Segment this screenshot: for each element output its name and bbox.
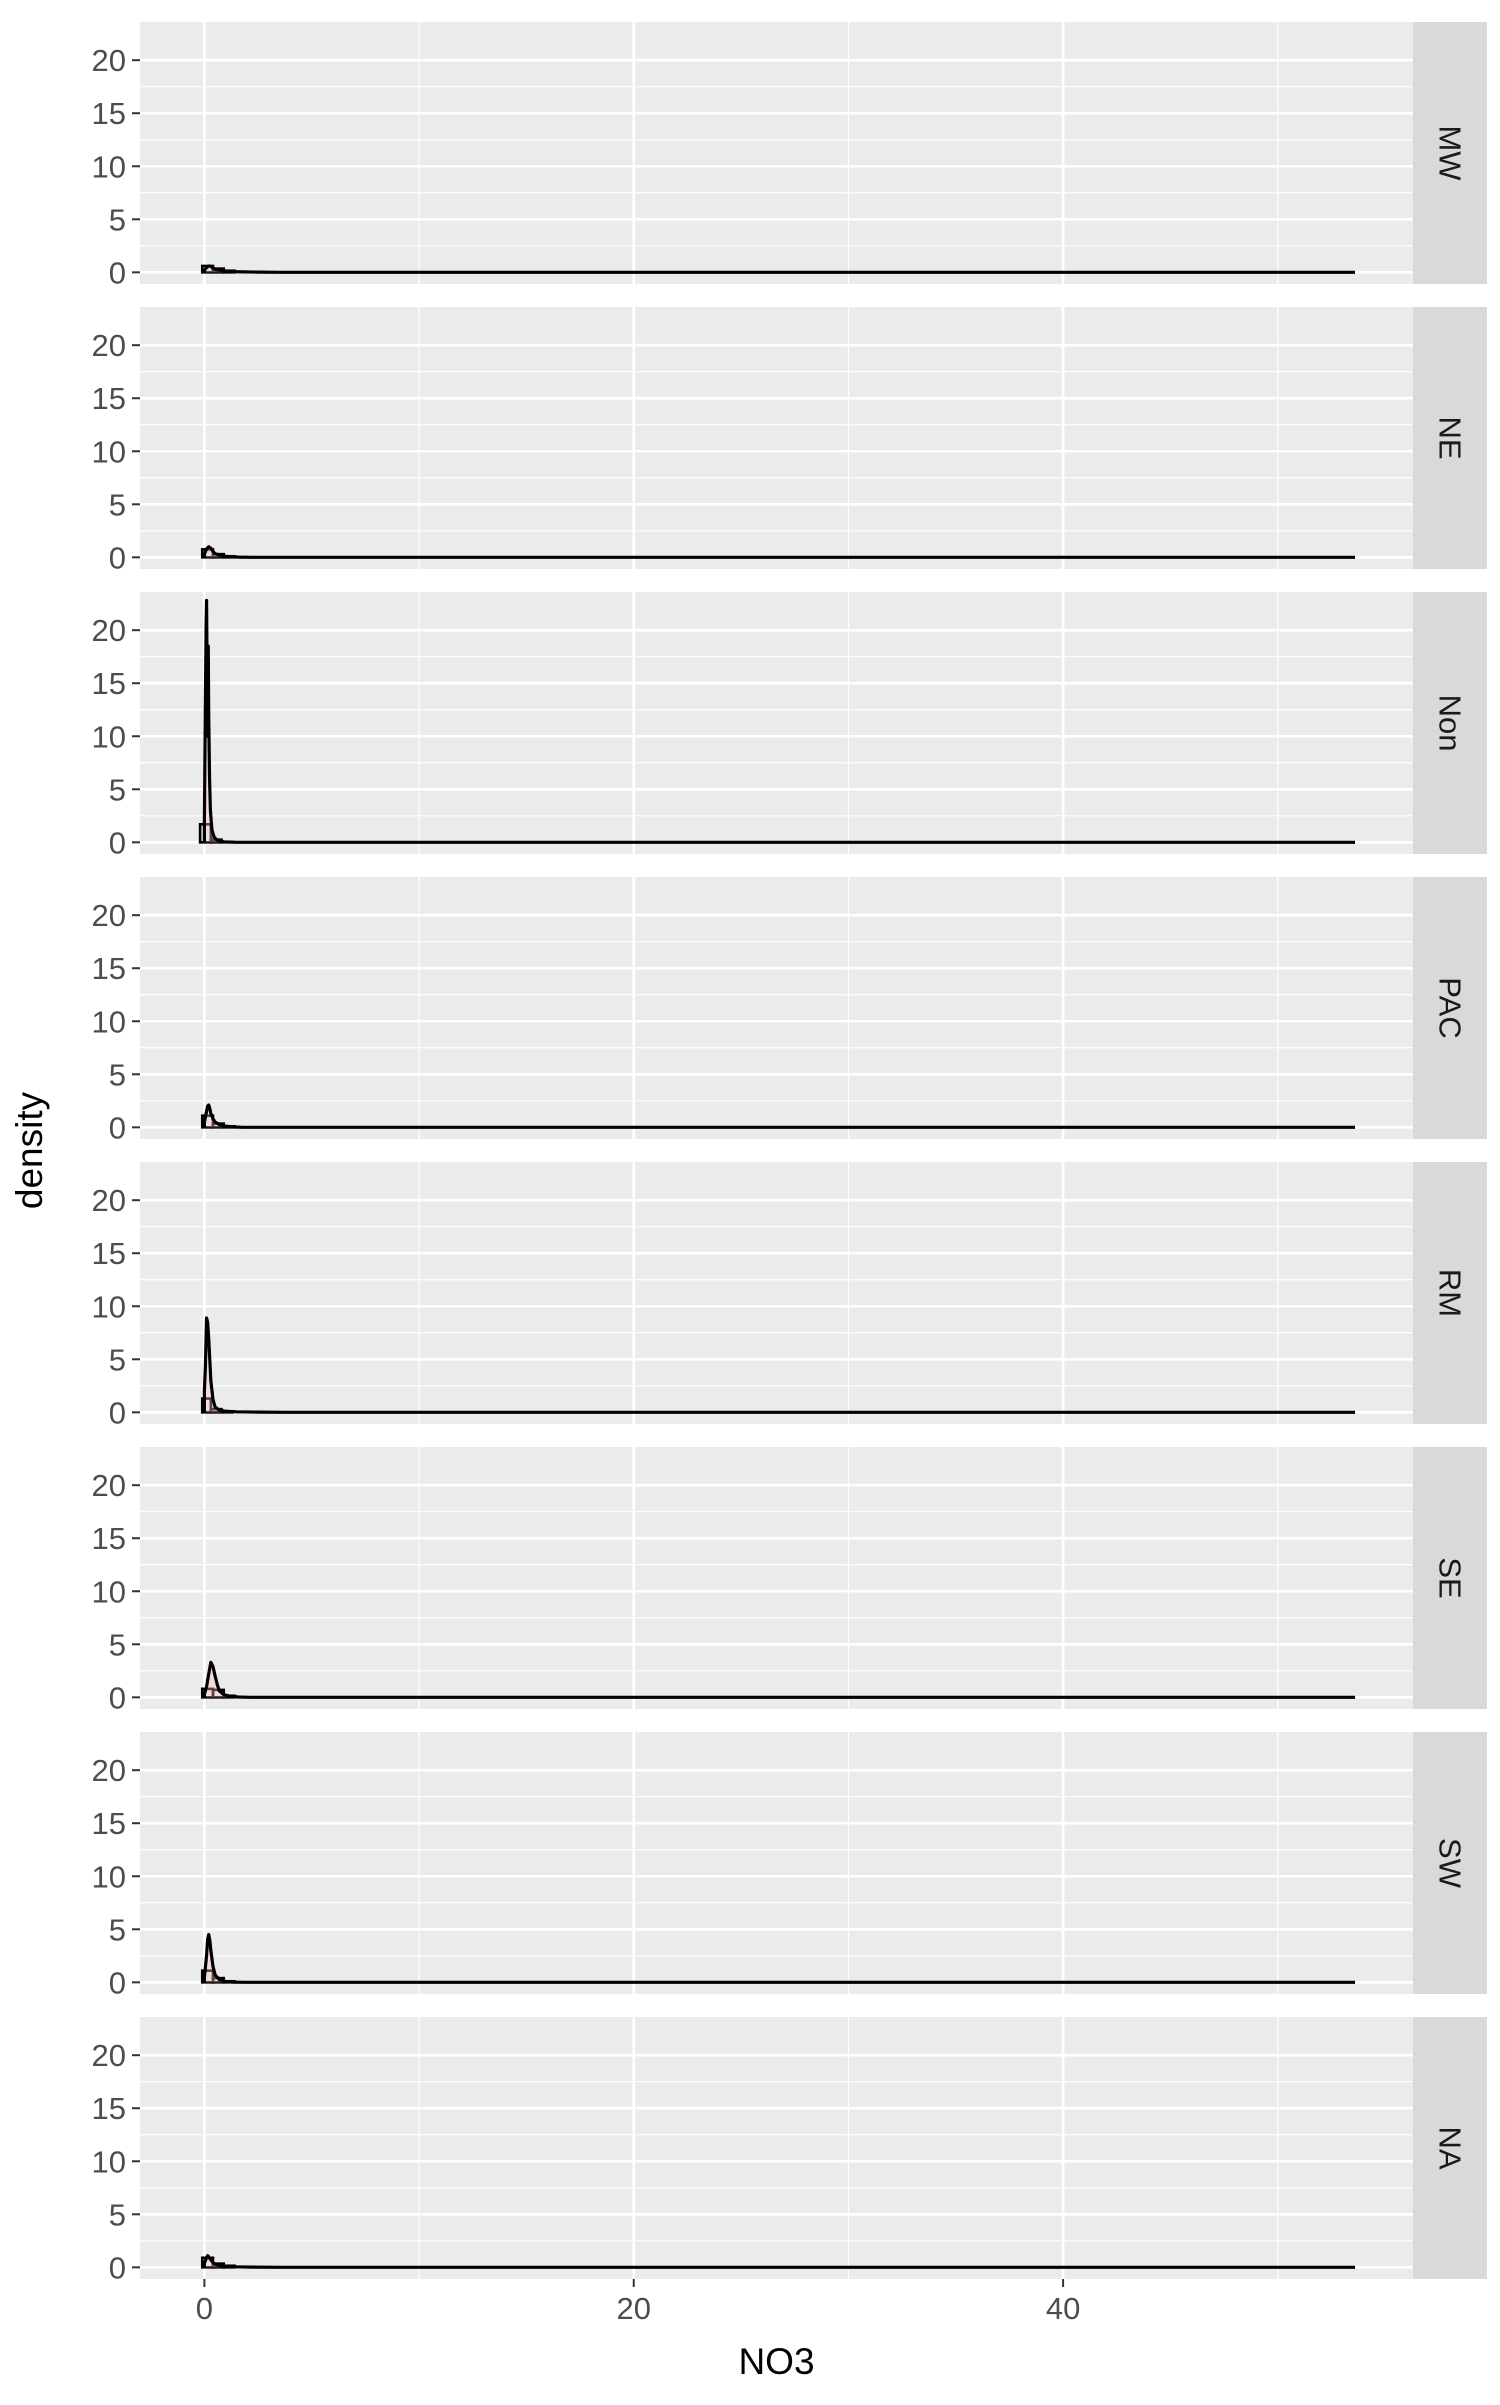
y-tick-label: 20 xyxy=(92,328,126,363)
histogram-bar xyxy=(200,1969,215,1984)
facet-strip-background xyxy=(1413,22,1487,284)
y-tick-label: 5 xyxy=(109,2197,126,2232)
y-tick-label: 20 xyxy=(92,1468,126,1503)
y-tick-label: 10 xyxy=(92,1859,126,1894)
y-tick-label: 5 xyxy=(109,1627,126,1662)
y-tick-label: 20 xyxy=(92,1753,126,1788)
density-line xyxy=(202,1103,1356,1129)
y-tick-label: 15 xyxy=(92,666,126,701)
y-tick-label: 0 xyxy=(109,825,126,860)
y-tick-label: 10 xyxy=(92,719,126,754)
y-tick-label: 5 xyxy=(109,1342,126,1377)
y-tick-label: 15 xyxy=(92,96,126,131)
y-tick-label: 0 xyxy=(109,540,126,575)
facet-panel-se: 0 5 10 15 20 SE xyxy=(92,1447,1487,1715)
y-tick-label: 10 xyxy=(92,2144,126,2179)
density-fill xyxy=(204,600,237,843)
facet-strip-label: SW xyxy=(1433,1838,1468,1889)
y-axis-title: density xyxy=(9,1091,50,1209)
facet-strip-label: PAC xyxy=(1433,977,1468,1038)
panel-background xyxy=(140,1162,1413,1424)
facet-panel-sw: 0 5 10 15 20 SW xyxy=(92,1732,1487,2000)
density-line xyxy=(202,1660,1356,1699)
facet-strip-background xyxy=(1413,1447,1487,1709)
facet-panel-ne: 0 5 10 15 20 NE xyxy=(92,307,1487,575)
facet-strip-label: Non xyxy=(1433,695,1468,752)
facet-strip-background xyxy=(1413,307,1487,569)
x-tick-label: 0 xyxy=(196,2291,213,2326)
y-tick-label: 20 xyxy=(92,1183,126,1218)
y-tick-label: 5 xyxy=(109,1912,126,1947)
x-axis: 0 20 40 xyxy=(196,2279,1080,2326)
y-tick-label: 10 xyxy=(92,1574,126,1609)
y-tick-label: 15 xyxy=(92,2091,126,2126)
y-tick-label: 5 xyxy=(109,772,126,807)
y-tick-label: 15 xyxy=(92,381,126,416)
y-tick-label: 15 xyxy=(92,1236,126,1271)
y-tick-label: 20 xyxy=(92,2038,126,2073)
facet-panel-rm: 0 5 10 15 20 RM xyxy=(92,1162,1487,1430)
y-tick-label: 10 xyxy=(92,1289,126,1324)
y-tick-label: 5 xyxy=(109,202,126,237)
density-line xyxy=(202,545,1356,559)
density-line xyxy=(202,2254,1356,2269)
panel-background xyxy=(140,307,1413,569)
facet-panel-mw: 0 5 10 15 20 MW xyxy=(92,22,1487,290)
y-tick-label: 0 xyxy=(109,2250,126,2285)
density-line xyxy=(202,598,1356,844)
y-tick-label: 20 xyxy=(92,613,126,648)
x-tick-label: 20 xyxy=(617,2291,651,2326)
y-tick-label: 10 xyxy=(92,149,126,184)
panel-background xyxy=(140,877,1413,1139)
facet-strip-label: NE xyxy=(1433,416,1468,459)
y-tick-label: 20 xyxy=(92,898,126,933)
density-line xyxy=(202,1316,1356,1414)
facet-strip-background xyxy=(1413,877,1487,1139)
facet-strip-background xyxy=(1413,1732,1487,1994)
facet-panel-pac: 0 5 10 15 20 PAC xyxy=(92,877,1487,1145)
density-fill xyxy=(204,2255,280,2268)
density-line xyxy=(202,264,1356,274)
y-tick-label: 20 xyxy=(92,43,126,78)
y-tick-label: 5 xyxy=(109,1057,126,1092)
facet-strip-background xyxy=(1413,592,1487,854)
panel-background xyxy=(140,592,1413,854)
y-tick-label: 15 xyxy=(92,1521,126,1556)
facet-panel-na: 0 5 10 15 20 NA xyxy=(92,2017,1487,2285)
y-tick-label: 15 xyxy=(92,951,126,986)
x-tick-label: 40 xyxy=(1046,2291,1080,2326)
panel-background xyxy=(140,2017,1413,2279)
y-tick-label: 5 xyxy=(109,487,126,522)
facet-panel-non: 0 5 10 15 20 Non xyxy=(92,592,1487,860)
facet-strip-background xyxy=(1413,2017,1487,2279)
y-tick-label: 0 xyxy=(109,255,126,290)
y-tick-label: 0 xyxy=(109,1395,126,1430)
x-axis-title: NO3 xyxy=(738,2341,814,2382)
y-tick-label: 0 xyxy=(109,1110,126,1145)
density-line xyxy=(202,1933,1356,1984)
y-tick-label: 10 xyxy=(92,434,126,469)
facet-strip-background xyxy=(1413,1162,1487,1424)
panel-background xyxy=(140,1447,1413,1709)
panel-background xyxy=(140,22,1413,284)
y-tick-label: 15 xyxy=(92,1806,126,1841)
histogram-bar xyxy=(200,1397,213,1414)
facet-strip-label: RM xyxy=(1433,1269,1468,1317)
y-tick-label: 0 xyxy=(109,1680,126,1715)
facet-strip-label: NA xyxy=(1433,2126,1468,2169)
y-tick-label: 10 xyxy=(92,1004,126,1039)
panels-layer: 0 5 10 15 20 MW 0 5 10 15 20 NE 0 5 10 15 20 Non 0 5 10 15 20 P… xyxy=(92,22,1487,2285)
panel-background xyxy=(140,1732,1413,1994)
facet-strip-label: SE xyxy=(1433,1557,1468,1598)
y-tick-label: 0 xyxy=(109,1965,126,2000)
density-fill xyxy=(204,1662,250,1698)
facet-strip-label: MW xyxy=(1433,125,1468,181)
